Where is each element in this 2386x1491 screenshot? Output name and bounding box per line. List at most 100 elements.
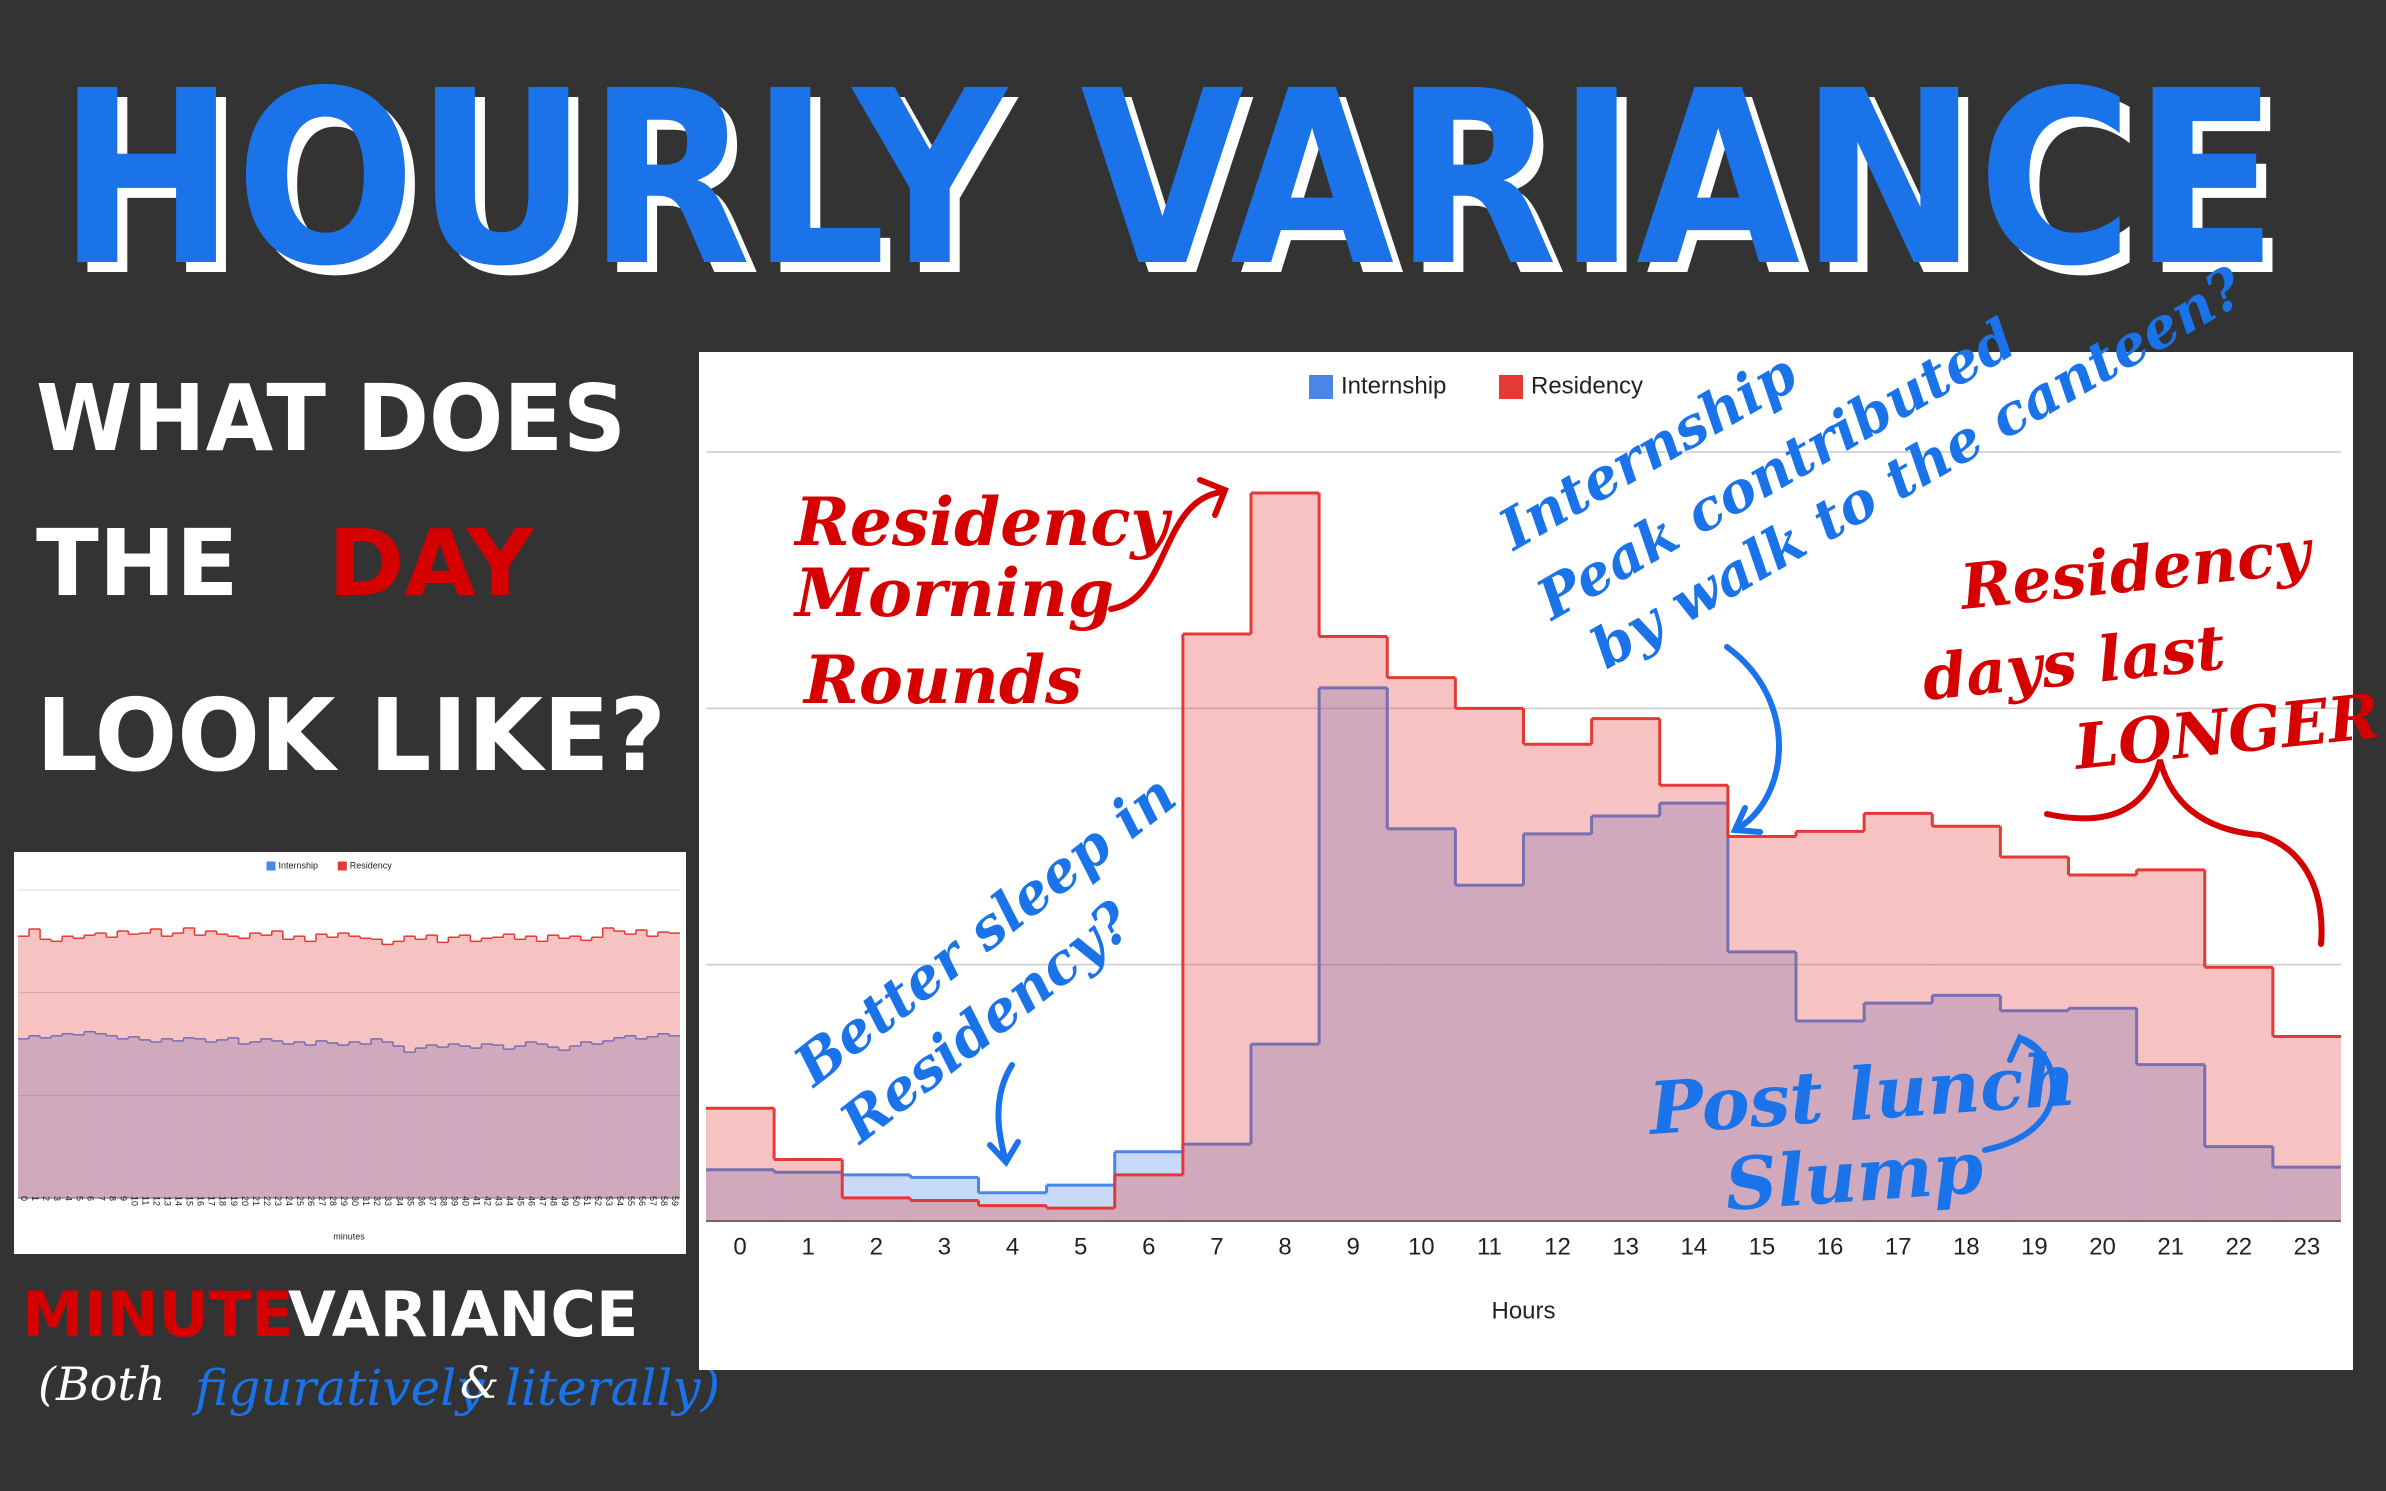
question-line: LOOK LIKE? <box>36 677 666 794</box>
arrow <box>1982 1033 2057 1153</box>
step-area <box>117 931 129 1198</box>
x-tick-label: 18 <box>1953 1233 1980 1260</box>
legend-label: Residency <box>350 860 393 870</box>
x-tick-label: 9 <box>1347 1233 1360 1260</box>
step-area <box>613 931 625 1198</box>
step-area <box>426 935 438 1198</box>
title-shadow: HOURLY VARIANCE <box>68 49 2288 329</box>
annotation: Rounds <box>802 641 1082 719</box>
step-area <box>2272 1036 2341 1221</box>
step-area <box>470 1048 482 1198</box>
arrow <box>987 1062 1021 1167</box>
x-tick-label: 18 <box>218 1196 228 1206</box>
x-tick-label: 51 <box>582 1196 592 1206</box>
step-area <box>51 1035 63 1198</box>
step-area <box>271 1040 283 1198</box>
x-tick-label: 17 <box>207 1196 217 1206</box>
step-area <box>29 929 41 1198</box>
legend-label: Internship <box>279 860 319 870</box>
annotation: Residency <box>793 483 1173 561</box>
x-tick-label: 24 <box>284 1196 294 1206</box>
x-tick-label: 4 <box>63 1196 73 1201</box>
step-area <box>657 1033 669 1198</box>
legend-swatch <box>1309 375 1333 399</box>
step-area <box>910 1200 979 1221</box>
x-tick-label: 20 <box>240 1196 250 1206</box>
arrows <box>987 477 2325 1167</box>
arrow <box>1108 477 1229 612</box>
step-area <box>1864 1003 1933 1221</box>
x-tick-label: 43 <box>494 1196 504 1206</box>
x-axis-label: Hours <box>1491 1297 1555 1324</box>
x-tick-label: 22 <box>262 1196 272 1206</box>
step-area <box>1591 718 1660 1221</box>
step-area <box>304 1045 316 1198</box>
step-area <box>194 1038 206 1198</box>
step-area <box>326 937 338 1198</box>
step-area <box>624 1035 636 1198</box>
step-area <box>635 1038 647 1198</box>
step-area <box>227 1037 239 1198</box>
step-area <box>95 933 107 1198</box>
step-area <box>514 1046 526 1198</box>
x-tick-label: 15 <box>185 1196 195 1206</box>
title: HOURLY VARIANCE <box>58 39 2278 319</box>
step-area <box>2204 967 2273 1221</box>
x-tick-label: 21 <box>251 1196 261 1206</box>
x-tick-label: 34 <box>394 1196 404 1206</box>
step-area <box>503 934 515 1198</box>
caption-highlight: MINUTE <box>22 1278 294 1351</box>
step-area <box>591 1044 603 1198</box>
step-area <box>40 939 52 1198</box>
x-tick-label: 42 <box>483 1196 493 1206</box>
step-area <box>216 934 228 1198</box>
step-area <box>2000 857 2069 1221</box>
x-tick-label: 36 <box>416 1196 426 1206</box>
x-tick-label: 30 <box>350 1196 360 1206</box>
series <box>18 927 680 1198</box>
x-tick-label: 10 <box>129 1196 139 1206</box>
step-area <box>635 930 647 1198</box>
step-area <box>1114 1151 1183 1221</box>
subcaption-highlight: figuratively <box>191 1359 485 1417</box>
step-area <box>2068 1008 2137 1221</box>
step-area <box>558 938 570 1198</box>
x-tick-label: 56 <box>637 1196 647 1206</box>
step-area <box>249 1041 261 1198</box>
step-area <box>29 1035 41 1198</box>
step-area <box>393 941 405 1198</box>
step-area <box>183 1037 195 1198</box>
step-area <box>591 937 603 1198</box>
step-area <box>1114 1174 1183 1221</box>
step-area <box>448 937 460 1198</box>
x-tick-label: 40 <box>460 1196 470 1206</box>
x-tick-label: 2 <box>41 1196 51 1201</box>
step-area <box>525 936 537 1198</box>
step-area <box>161 936 173 1198</box>
x-tick-label: 10 <box>1408 1233 1435 1260</box>
step-area <box>547 935 559 1198</box>
step-area <box>613 1037 625 1198</box>
annotation: Slump <box>1722 1124 1986 1227</box>
question-line: WHAT DOES <box>36 365 626 472</box>
arrow <box>2044 759 2325 947</box>
arrow <box>1724 644 1782 835</box>
x-tick-label: 9 <box>118 1196 128 1201</box>
x-tick-label: 7 <box>96 1196 106 1201</box>
step-area <box>668 933 680 1198</box>
step-area <box>360 938 372 1198</box>
x-tick-label: 12 <box>152 1196 162 1206</box>
legend-swatch <box>1499 375 1523 399</box>
x-tick-label: 49 <box>560 1196 570 1206</box>
x-tick-label: 13 <box>1612 1233 1639 1260</box>
step-area <box>404 936 416 1198</box>
step-area <box>293 1041 305 1198</box>
x-tick-label: 3 <box>52 1196 62 1201</box>
x-tick-label: 14 <box>174 1196 184 1206</box>
step-area <box>415 939 427 1198</box>
step-area <box>503 1049 515 1198</box>
step-area <box>1523 833 1592 1221</box>
step-area <box>304 941 316 1198</box>
x-tick-label: 7 <box>1210 1233 1223 1260</box>
